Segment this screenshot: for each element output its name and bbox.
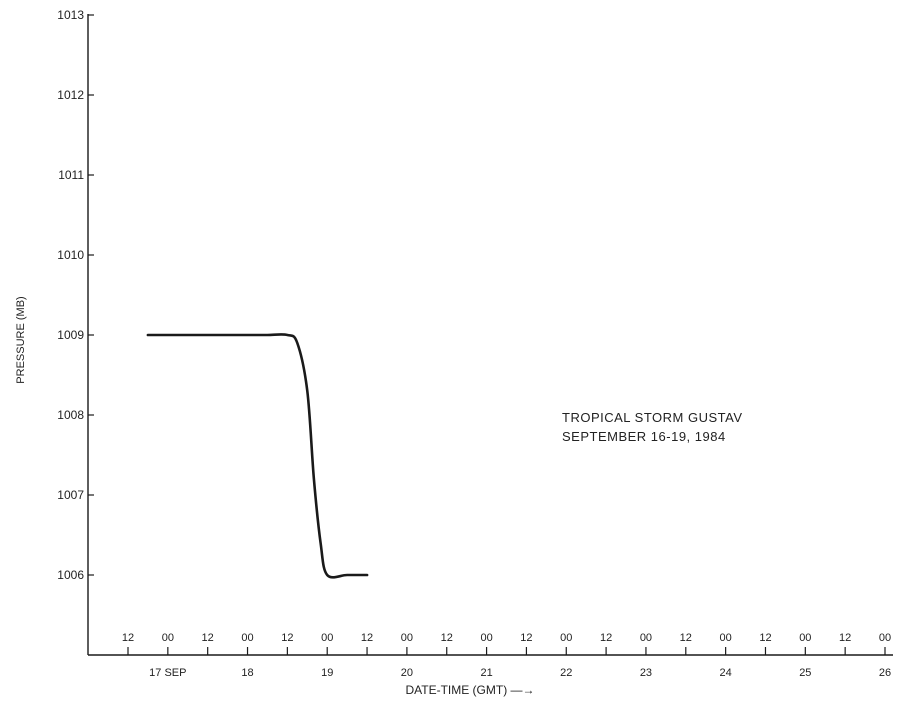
- x-hour-label: 12: [600, 632, 612, 644]
- x-day-label: 19: [321, 667, 333, 679]
- x-hour-label: 12: [520, 632, 532, 644]
- y-tick-label: 1006: [57, 568, 84, 582]
- x-hour-label: 12: [839, 632, 851, 644]
- x-day-label: 26: [879, 667, 891, 679]
- x-hour-label: 00: [799, 632, 811, 644]
- y-axis-label: PRESSURE (MB): [15, 296, 27, 383]
- x-hour-label: 12: [361, 632, 373, 644]
- x-hour-label: 12: [680, 632, 692, 644]
- y-tick-label: 1013: [57, 8, 84, 22]
- x-hour-label: 12: [441, 632, 453, 644]
- x-hour-label: 00: [241, 632, 253, 644]
- x-hour-label: 12: [202, 632, 214, 644]
- y-tick-label: 1010: [57, 248, 84, 262]
- y-axis: 1006 1007 1008 1009 1010 1011 1012 1013: [57, 8, 94, 655]
- x-hour-label: 00: [480, 632, 492, 644]
- x-hour-label: 00: [321, 632, 333, 644]
- x-hour-label: 00: [560, 632, 572, 644]
- y-tick-label: 1011: [58, 168, 84, 182]
- x-hour-label: 12: [759, 632, 771, 644]
- pressure-series-line: [146, 333, 369, 579]
- chart-subtitle: SEPTEMBER 16-19, 1984: [562, 429, 726, 444]
- x-hour-label: 00: [640, 632, 652, 644]
- x-day-label: 21: [480, 667, 492, 679]
- y-tick-label: 1012: [57, 88, 84, 102]
- x-axis: 12 00 12 00 12 00 12 00 12 00 12 00 12 00 12 00 12 00 12 00…: [88, 632, 893, 679]
- y-tick-label: 1008: [57, 408, 84, 422]
- x-day-label: 25: [799, 667, 811, 679]
- x-axis-label: DATE-TIME (GMT) —→: [405, 683, 534, 697]
- x-hour-label: 00: [401, 632, 413, 644]
- x-hour-label: 12: [281, 632, 293, 644]
- x-day-label: 23: [640, 667, 652, 679]
- x-day-label: 18: [241, 667, 253, 679]
- y-tick-label: 1007: [57, 488, 84, 502]
- x-hour-label: 00: [720, 632, 732, 644]
- chart-title: TROPICAL STORM GUSTAV: [562, 410, 742, 425]
- x-day-label: 22: [560, 667, 572, 679]
- x-day-label: 20: [401, 667, 413, 679]
- series-layer: [146, 333, 369, 579]
- x-hour-label: 12: [122, 632, 134, 644]
- y-tick-label: 1009: [57, 328, 84, 342]
- x-day-label: 24: [720, 667, 732, 679]
- x-hour-label: 00: [162, 632, 174, 644]
- x-hour-label: 00: [879, 632, 891, 644]
- x-day-label: 17 SEP: [149, 667, 186, 679]
